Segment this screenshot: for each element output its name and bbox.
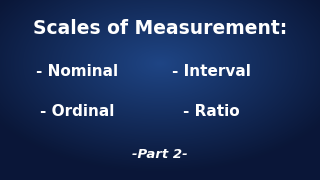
Text: -Part 2-: -Part 2- (132, 148, 188, 161)
Text: Scales of Measurement:: Scales of Measurement: (33, 19, 287, 38)
Text: - Ratio: - Ratio (183, 104, 239, 119)
Text: - Interval: - Interval (172, 64, 251, 80)
Text: - Nominal: - Nominal (36, 64, 118, 80)
Text: - Ordinal: - Ordinal (40, 104, 114, 119)
